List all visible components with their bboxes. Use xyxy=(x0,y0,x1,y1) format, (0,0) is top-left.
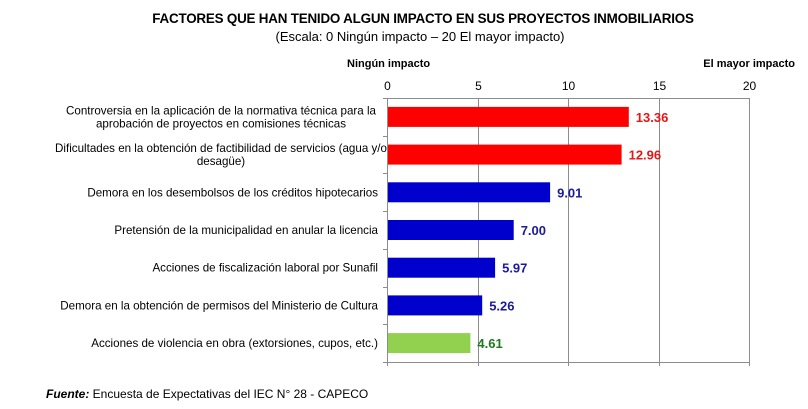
category-label: Demora en la obtención de permisos del M… xyxy=(60,299,378,312)
value-label: 4.61 xyxy=(477,336,502,351)
axis-high-label: El mayor impacto xyxy=(703,58,795,70)
category-label-line: Acciones de violencia en obra (extorsion… xyxy=(91,337,378,350)
source-text: Encuesta de Expectativas del IEC N° 28 -… xyxy=(89,387,369,401)
x-tick-label: 20 xyxy=(743,79,757,93)
category-label-line: desagüe) xyxy=(197,155,245,168)
bar xyxy=(388,295,483,316)
category-label: Dificultades en la obtención de factibil… xyxy=(55,142,387,168)
bar xyxy=(388,220,514,240)
category-label-line: Demora en la obtención de permisos del M… xyxy=(60,299,378,312)
category-label-line: Dificultades en la obtención de factibil… xyxy=(55,142,387,155)
value-label: 7.00 xyxy=(521,223,546,238)
category-label: Acciones de fiscalización laboral por Su… xyxy=(152,262,378,275)
bar xyxy=(388,333,471,354)
source-label: Fuente: xyxy=(46,387,90,401)
category-label: Acciones de violencia en obra (extorsion… xyxy=(91,337,378,350)
bar xyxy=(388,106,629,127)
bars xyxy=(388,106,629,354)
source-note: Fuente: Encuesta de Expectativas del IEC… xyxy=(46,387,368,401)
axis-low-label: Ningún impacto xyxy=(347,58,430,70)
axes xyxy=(383,98,749,366)
labels: 0 5 10 15 20 Ningún impacto El mayor impacto 13… xyxy=(55,58,795,351)
category-label-line: Controversia en la aplicación de la norm… xyxy=(66,104,377,117)
value-label: 12.96 xyxy=(629,148,662,163)
category-label-line: Pretensión de la municipalidad en anular… xyxy=(114,224,378,237)
x-tick-label: 15 xyxy=(653,79,667,93)
bar xyxy=(388,182,551,203)
category-label-line: Demora en los desembolsos de los crédito… xyxy=(87,186,378,199)
x-tick-label: 10 xyxy=(562,79,576,93)
x-tick-label: 5 xyxy=(475,79,482,93)
category-label-line: Acciones de fiscalización laboral por Su… xyxy=(152,262,378,275)
category-label-line: aprobación de proyectos en comisiones té… xyxy=(96,117,346,130)
value-label: 13.36 xyxy=(636,110,669,125)
value-label: 5.26 xyxy=(489,298,514,313)
bar xyxy=(388,257,496,278)
bar xyxy=(388,144,622,165)
x-tick-label: 0 xyxy=(384,79,391,93)
category-label: Pretensión de la municipalidad en anular… xyxy=(114,224,378,237)
value-label: 9.01 xyxy=(557,185,582,200)
category-label: Controversia en la aplicación de la norm… xyxy=(66,104,377,130)
category-label: Demora en los desembolsos de los crédito… xyxy=(87,186,378,199)
chart-title: FACTORES QUE HAN TENIDO ALGUN IMPACTO EN… xyxy=(152,11,694,26)
value-label: 5.97 xyxy=(502,261,527,276)
chart-subtitle: (Escala: 0 Ningún impacto – 20 El mayor … xyxy=(275,29,565,44)
